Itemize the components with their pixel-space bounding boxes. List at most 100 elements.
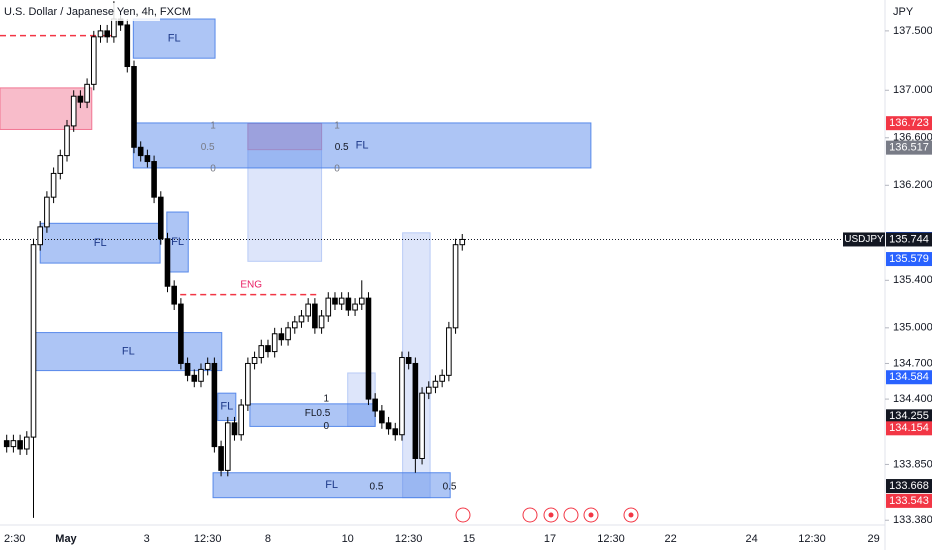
candle-body xyxy=(251,357,258,364)
zone-label: FL xyxy=(171,236,184,248)
annotation: 1 xyxy=(334,121,340,132)
x-tick-label: 8 xyxy=(265,533,271,545)
price-label: 136.723 xyxy=(889,117,929,129)
candle-body xyxy=(318,315,325,329)
y-tick-label: 137.500 xyxy=(893,25,932,37)
price-label: 133.668 xyxy=(889,480,929,492)
event-dot xyxy=(548,512,554,518)
candle-body xyxy=(84,83,90,103)
candle-body xyxy=(184,362,191,376)
zone-label: FL xyxy=(94,237,107,249)
event-icon[interactable] xyxy=(563,507,579,523)
candle-body xyxy=(104,30,110,38)
zone-label: FL xyxy=(220,401,233,413)
y-tick-label: 133.850 xyxy=(893,458,932,470)
price-badge xyxy=(886,232,932,247)
candle-body xyxy=(245,362,251,406)
candle-body xyxy=(372,398,378,412)
candle-body xyxy=(171,285,177,305)
candle-body xyxy=(271,333,278,353)
candle-body xyxy=(131,66,137,148)
event-icon[interactable] xyxy=(455,507,471,523)
candle-body xyxy=(325,297,332,317)
price-label: 134.255 xyxy=(889,410,929,422)
plot: FL FL FL FL FL FL FL ENG 1 0.5 0 1 0.5 0 1 FL0.5 0 0.5 0.5 xyxy=(0,1,885,518)
zone xyxy=(39,222,161,264)
candle-body xyxy=(419,392,425,459)
annotation: 0.5 xyxy=(335,142,349,153)
zone-label: FL xyxy=(356,139,369,151)
candle-body xyxy=(291,321,298,329)
candle-body xyxy=(70,95,77,127)
annotation: 0.5 xyxy=(370,482,384,493)
candle-body xyxy=(352,303,358,311)
zone-label: FL xyxy=(325,479,338,491)
candle-body xyxy=(111,18,117,38)
y-tick-label: 137.000 xyxy=(893,84,932,96)
x-tick-label: 3 xyxy=(144,533,150,545)
annotation: ENG xyxy=(240,280,262,291)
price-label: 134.584 xyxy=(889,371,929,383)
candle-body xyxy=(338,297,345,305)
candle-body xyxy=(97,30,104,38)
y-tick-label: 135.000 xyxy=(893,322,932,334)
annotation: 0.5 xyxy=(201,142,215,153)
zone xyxy=(132,18,216,59)
zone-label: FL xyxy=(168,33,181,45)
price-label: 134.154 xyxy=(889,422,929,434)
zone xyxy=(132,122,592,169)
zone xyxy=(247,123,323,151)
candle-body xyxy=(405,357,412,364)
x-tick-label: 22 xyxy=(664,533,676,545)
candle-body xyxy=(392,428,399,436)
zone xyxy=(34,332,223,372)
candle-body xyxy=(124,24,131,68)
x-tick-label: May xyxy=(55,533,77,545)
candle-body xyxy=(30,244,37,438)
candle-body xyxy=(425,386,432,394)
x-tick-label: 12:30 xyxy=(395,533,423,545)
annotation: 0 xyxy=(210,163,216,174)
annotation: 1 xyxy=(210,121,216,132)
candle-body xyxy=(137,146,144,157)
x-tick-label: 29 xyxy=(867,533,879,545)
y-tick-label: 133.380 xyxy=(893,514,932,526)
title-backdrop xyxy=(0,3,160,21)
zone xyxy=(0,87,93,130)
candle-body xyxy=(211,362,218,448)
annotation: 0.5 xyxy=(443,482,457,493)
candle-body xyxy=(57,155,64,174)
candle-body xyxy=(345,297,352,311)
y-tick-label: 136.200 xyxy=(893,179,932,191)
x-tick-label: 10 xyxy=(342,533,354,545)
annotation: 0 xyxy=(334,163,340,174)
price-label: 135.579 xyxy=(889,253,929,265)
candle-body xyxy=(231,422,238,436)
zone xyxy=(247,123,323,262)
price-badge xyxy=(886,409,932,424)
candle-body xyxy=(258,345,265,359)
candle-body xyxy=(446,327,452,376)
candle-body xyxy=(3,440,10,448)
candle-body xyxy=(151,161,157,198)
x-tick-label: 17 xyxy=(544,533,556,545)
event-dot xyxy=(588,512,594,518)
candle-body xyxy=(23,436,30,450)
price-badge xyxy=(886,421,932,436)
currency: JPY xyxy=(893,6,914,18)
candle-body xyxy=(358,297,365,305)
event-icons xyxy=(455,507,639,523)
candle-body xyxy=(412,362,419,459)
price-badge xyxy=(886,140,932,155)
event-icon[interactable] xyxy=(522,507,538,523)
candle-body xyxy=(164,238,171,287)
y-tick-label: 134.700 xyxy=(893,357,932,369)
candle-body xyxy=(144,155,151,163)
x-tick-label: 12:30 xyxy=(798,533,826,545)
candle-body xyxy=(218,446,224,471)
candle-body xyxy=(365,297,372,400)
candle-body xyxy=(50,172,57,198)
